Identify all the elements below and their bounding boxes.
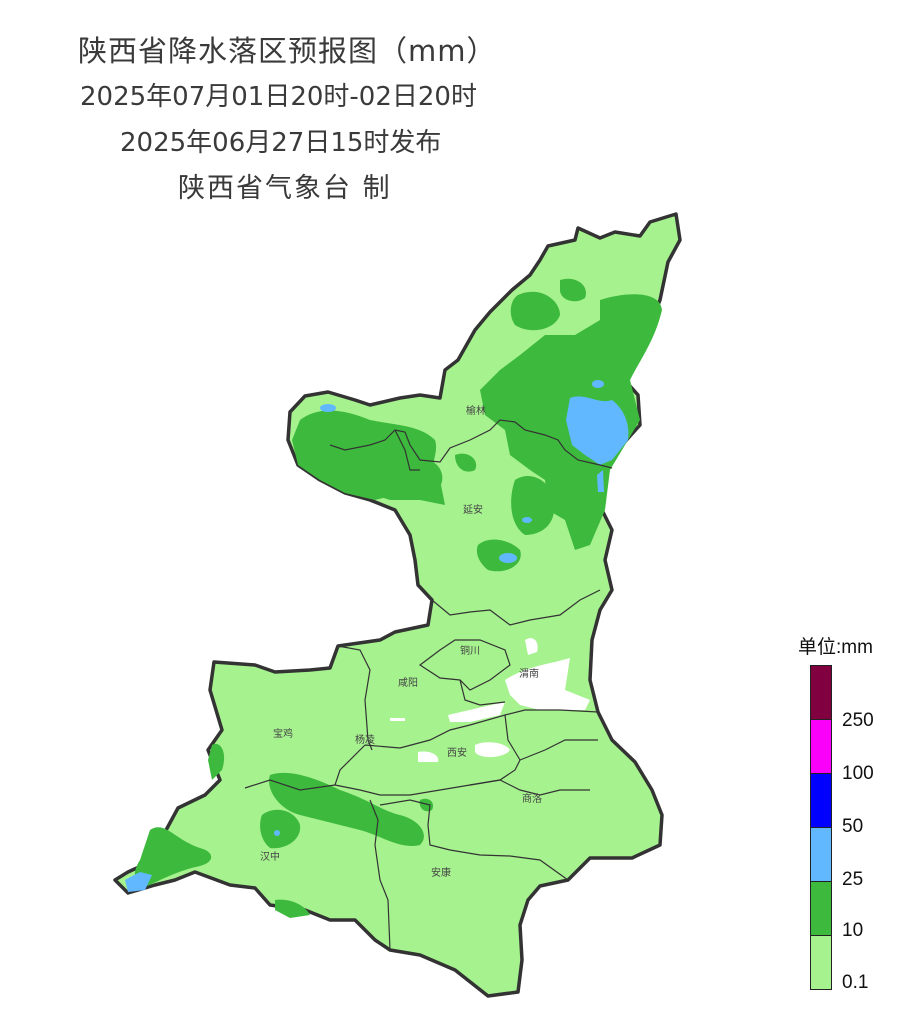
legend-label-10: 10 — [842, 920, 864, 941]
city-label-ankang: 安康 — [431, 866, 451, 879]
city-label-tongchuan: 铜川 — [460, 645, 480, 657]
city-label-xianyang: 咸阳 — [398, 677, 418, 689]
producer: 陕西省气象台 制 — [178, 173, 392, 204]
legend-swatch-100-250 — [810, 719, 832, 774]
city-label-yanan: 延安 — [463, 503, 483, 516]
valid-period: 2025年07月01日20时-02日20时 — [80, 82, 477, 112]
legend-label-0.1: 0.1 — [842, 972, 869, 993]
legend-swatch-10-25 — [810, 881, 832, 936]
legend-title: 单位:mm — [798, 637, 873, 658]
legend-label-250: 250 — [842, 710, 874, 731]
legend-swatch-250-plus — [810, 665, 832, 720]
city-label-weinan: 渭南 — [519, 667, 539, 680]
city-labels: 榆林 延安 铜川 渭南 咸阳 宝鸡 杨凌 西安 商洛 汉中 安康 — [260, 404, 542, 879]
no-rain-areas — [390, 638, 590, 762]
city-label-hanzhong: 汉中 — [260, 850, 280, 863]
city-label-yangling: 杨凌 — [355, 733, 375, 746]
issue-time: 2025年06月27日15时发布 — [120, 128, 442, 158]
city-boundaries — [244, 419, 613, 951]
legend-swatch-25-50 — [810, 827, 832, 882]
legend-swatch-50-100 — [810, 773, 832, 828]
city-label-baoji: 宝鸡 — [273, 727, 293, 740]
rain-25-50-areas — [125, 380, 629, 892]
legend-label-100: 100 — [842, 763, 874, 784]
city-label-yulin: 榆林 — [466, 404, 486, 417]
map-title: 陕西省降水落区预报图（mm） — [78, 34, 497, 68]
legend-label-50: 50 — [842, 816, 864, 837]
legend-swatch-0.1-10 — [810, 935, 832, 990]
city-label-xian: 西安 — [447, 746, 467, 759]
city-label-shangluo: 商洛 — [522, 792, 542, 805]
legend-label-25: 25 — [842, 869, 864, 890]
